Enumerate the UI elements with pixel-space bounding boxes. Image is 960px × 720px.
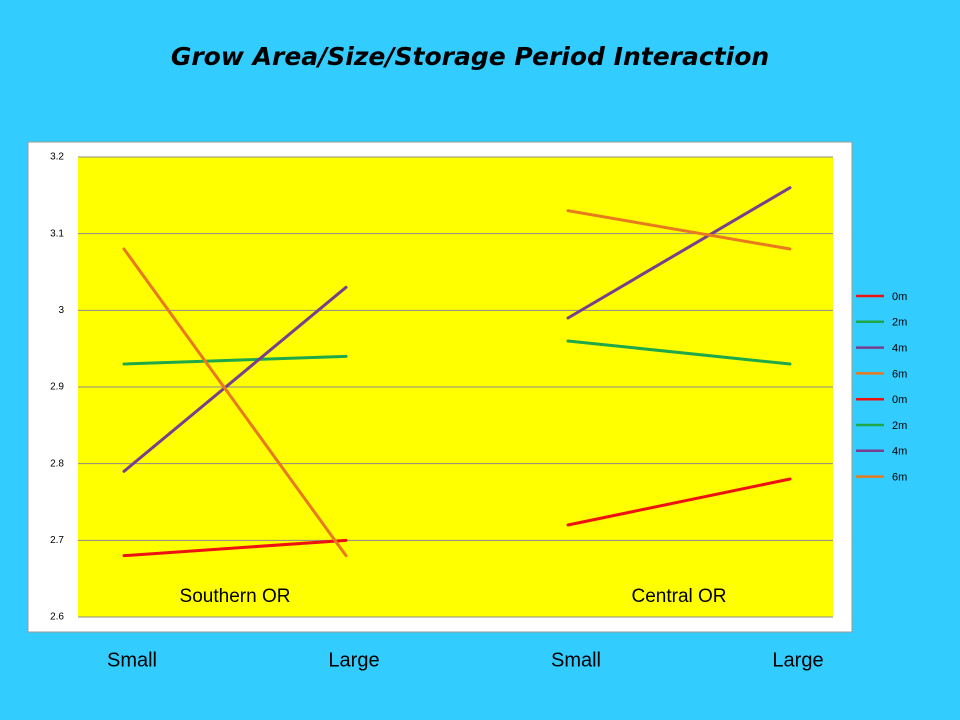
x-category-label: Large (328, 649, 379, 671)
x-category-label: Small (551, 649, 601, 671)
legend-label: 6m (892, 368, 907, 380)
x-category-label: Large (772, 649, 823, 671)
x-category-label: Small (107, 649, 157, 671)
series-line (566, 477, 792, 527)
y-tick-label: 2.7 (50, 535, 64, 546)
y-tick-label: 3.2 (50, 152, 64, 163)
y-tick-label: 2.8 (50, 458, 64, 469)
y-tick-label: 3 (58, 305, 64, 316)
y-tick-label: 3.1 (50, 228, 64, 239)
legend-label: 2m (892, 317, 907, 329)
legend-label: 4m (892, 446, 907, 458)
legend-label: 0m (892, 291, 907, 303)
legend-label: 4m (892, 343, 907, 355)
y-tick-label: 2.9 (50, 382, 64, 393)
y-tick-label: 2.6 (50, 612, 64, 623)
legend-label: 2m (892, 420, 907, 432)
legend-label: 6m (892, 472, 907, 484)
series-line (122, 285, 348, 473)
series-line (122, 247, 348, 558)
legend-label: 0m (892, 394, 907, 406)
series-line (566, 186, 792, 320)
series-line (122, 538, 348, 558)
series-line (566, 209, 792, 251)
series-line (566, 339, 792, 366)
series-line (122, 354, 348, 366)
group-label: Southern OR (180, 586, 291, 607)
group-label: Central OR (631, 586, 726, 607)
chart-title: Grow Area/Size/Storage Period Interactio… (171, 42, 769, 71)
